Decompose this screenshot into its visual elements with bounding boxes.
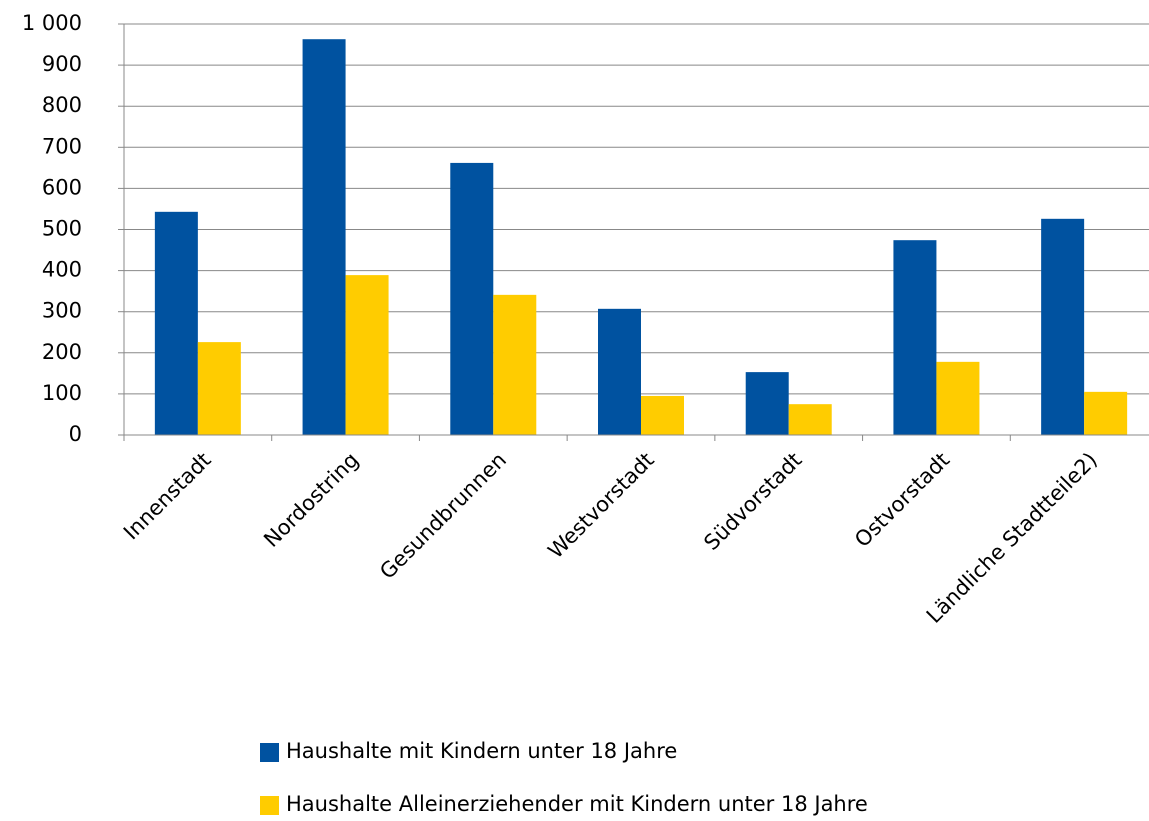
bar bbox=[893, 240, 937, 435]
x-tick-label: Ostvorstadt bbox=[850, 448, 954, 552]
y-tick-label: 400 bbox=[42, 258, 82, 282]
legend-swatch bbox=[260, 796, 279, 815]
y-tick-label: 900 bbox=[42, 52, 82, 76]
bar bbox=[1041, 218, 1085, 435]
x-tick-label: Südvorstadt bbox=[699, 448, 806, 555]
legend-label: Haushalte mit Kindern unter 18 Jahre bbox=[286, 739, 677, 763]
bar bbox=[641, 395, 684, 435]
y-tick-label: 500 bbox=[42, 217, 82, 241]
bar bbox=[598, 308, 641, 435]
bar bbox=[450, 162, 494, 435]
x-tick-label: Westvorstadt bbox=[543, 448, 658, 563]
bar bbox=[1084, 391, 1128, 435]
y-tick-label: 200 bbox=[42, 340, 82, 364]
legend-swatch bbox=[260, 743, 279, 762]
x-tick-label: Gesundbrunnen bbox=[375, 448, 511, 584]
x-tick-label: Ländliche Stadtteile2) bbox=[922, 448, 1102, 628]
bar bbox=[197, 342, 241, 435]
bar bbox=[154, 211, 198, 435]
y-tick-label: 1 000 bbox=[22, 11, 82, 35]
x-tick-label: Innenstadt bbox=[119, 448, 216, 545]
y-tick-label: 800 bbox=[42, 93, 82, 117]
bar bbox=[745, 372, 789, 435]
x-tick-label: Nordostring bbox=[259, 448, 363, 552]
y-tick-label: 0 bbox=[69, 422, 82, 446]
bar bbox=[302, 39, 346, 435]
y-tick-label: 700 bbox=[42, 134, 82, 158]
legend-label: Haushalte Alleinerziehender mit Kindern … bbox=[286, 792, 868, 816]
y-tick-label: 600 bbox=[42, 175, 82, 199]
y-tick-label: 300 bbox=[42, 299, 82, 323]
bar bbox=[493, 294, 537, 435]
y-tick-label: 100 bbox=[42, 381, 82, 405]
bar bbox=[936, 361, 980, 435]
bar bbox=[788, 404, 832, 435]
bar bbox=[345, 275, 389, 435]
